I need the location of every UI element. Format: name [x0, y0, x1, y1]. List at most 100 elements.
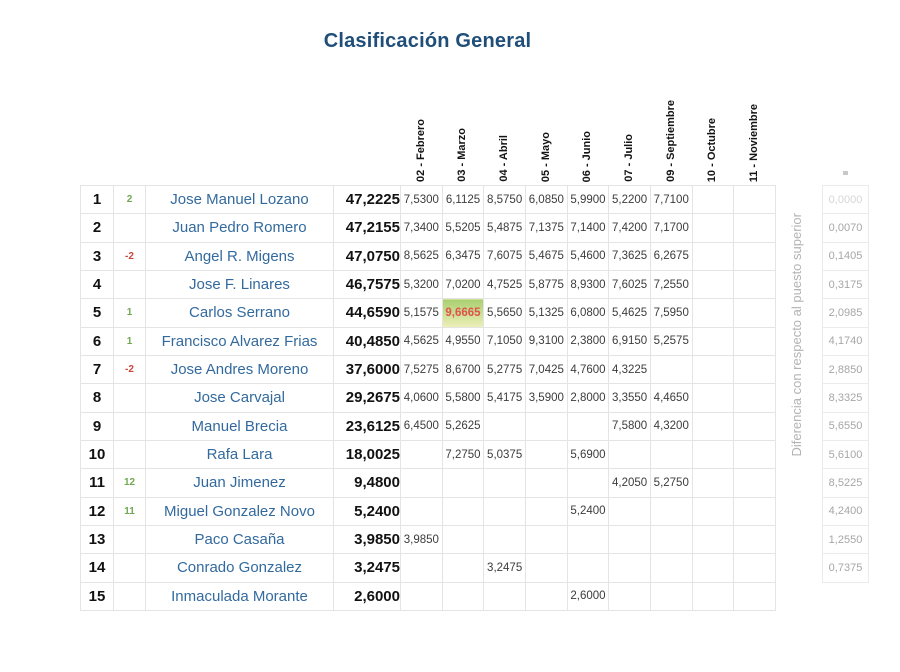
score-cell	[733, 269, 776, 300]
score-cell	[649, 524, 693, 555]
score-cell	[733, 581, 776, 611]
table-row: 11 12 Juan Jimenez 9,4800 4,2050 5,2750	[80, 468, 776, 498]
rank-change-cell	[113, 439, 146, 470]
player-name-link[interactable]: Jose F. Linares	[145, 269, 334, 300]
diff-value-cell: 8,5225	[822, 469, 869, 498]
rank-cell: 11	[80, 468, 114, 498]
rank-change-cell: 1	[113, 298, 146, 328]
score-cell: 5,2575	[649, 326, 693, 356]
month-header-label: 04 - Abril	[498, 135, 511, 182]
diff-value-cell: 0,0000	[822, 186, 869, 215]
total-score-cell: 40,4850	[333, 326, 401, 356]
player-name-link[interactable]: Carlos Serrano	[145, 298, 334, 328]
score-cell	[733, 326, 776, 356]
total-score-cell: 5,2400	[333, 496, 401, 526]
score-cell	[483, 524, 526, 555]
table-row: 5 1 Carlos Serrano 44,6590 5,1575 9,6665 5,565…	[80, 298, 776, 328]
score-cell: 5,1325	[524, 298, 568, 328]
score-cell: 5,2400	[566, 496, 610, 526]
score-cell: 7,0200	[441, 269, 485, 300]
score-cell: 6,1125	[441, 184, 485, 215]
total-score-cell: 29,2675	[333, 383, 401, 413]
score-cell	[733, 354, 776, 385]
month-header-label: 02 - Febrero	[414, 119, 427, 182]
player-name-link[interactable]: Manuel Brecia	[145, 411, 334, 441]
score-cell	[400, 468, 443, 498]
score-cell	[483, 496, 526, 526]
score-cell: 9,3100	[524, 326, 568, 356]
diff-value-cell: 0,7375	[822, 554, 869, 583]
score-cell	[524, 553, 568, 583]
score-cell: 6,4500	[400, 411, 443, 441]
rank-cell: 15	[80, 581, 114, 611]
rank-change-cell: 2	[113, 184, 146, 215]
player-name-link[interactable]: Angel R. Migens	[145, 241, 334, 271]
player-name-link[interactable]: Juan Jimenez	[145, 468, 334, 498]
month-headers: 02 - Febrero 03 - Marzo 04 - Abril 05 - May…	[400, 52, 775, 182]
score-cell: 7,2550	[649, 269, 693, 300]
player-name-link[interactable]: Rafa Lara	[145, 439, 334, 470]
score-cell: 7,5950	[649, 298, 693, 328]
rank-change-cell	[113, 411, 146, 441]
score-cell: 5,2750	[649, 468, 693, 498]
player-name-link[interactable]: Juan Pedro Romero	[145, 213, 334, 243]
rank-change-cell	[113, 581, 146, 611]
score-cell: 7,1050	[483, 326, 526, 356]
score-cell	[691, 496, 735, 526]
player-name-link[interactable]: Francisco Alvarez Frias	[145, 326, 334, 356]
rank-cell: 7	[80, 354, 114, 385]
rank-cell: 4	[80, 269, 114, 300]
score-cell: 4,0600	[400, 383, 443, 413]
score-cell	[649, 354, 693, 385]
diff-axis-label: Diferencia con respecto al puesto superi…	[786, 185, 806, 485]
diff-value-cell: 5,6100	[822, 440, 869, 470]
score-cell: 4,4650	[649, 383, 693, 413]
month-header: 10 - Octubre	[692, 52, 734, 182]
score-cell: 7,5300	[400, 184, 443, 215]
rank-change-cell: 1	[113, 326, 146, 356]
score-cell	[400, 439, 443, 470]
score-cell	[441, 581, 485, 611]
player-name-link[interactable]: Jose Manuel Lozano	[145, 184, 334, 215]
page-title: Clasificación General	[323, 30, 532, 52]
score-cell: 5,2200	[608, 184, 651, 215]
table-row: 10 Rafa Lara 18,0025 7,2750 5,0375 5,6900	[80, 439, 776, 470]
score-cell: 8,9300	[566, 269, 610, 300]
rank-cell: 5	[80, 298, 114, 328]
score-cell: 7,5800	[608, 411, 651, 441]
player-name-link[interactable]: Inmaculada Morante	[145, 581, 334, 611]
table-row: 8 Jose Carvajal 29,2675 4,0600 5,5800 5,4175 3…	[80, 383, 776, 413]
player-name-link[interactable]: Jose Carvajal	[145, 383, 334, 413]
total-score-cell: 9,4800	[333, 468, 401, 498]
score-cell: 5,5800	[441, 383, 485, 413]
rank-change-cell: 11	[113, 496, 146, 526]
diff-value-cell: 2,0985	[822, 299, 869, 328]
rank-change-cell: 12	[113, 468, 146, 498]
score-cell: 4,9550	[441, 326, 485, 356]
table-row: 4 Jose F. Linares 46,7575 5,3200 7,0200 4,752…	[80, 269, 776, 300]
score-cell: 8,6700	[441, 354, 485, 385]
player-name-link[interactable]: Miguel Gonzalez Novo	[145, 496, 334, 526]
table-row: 13 Paco Casaña 3,9850 3,9850	[80, 524, 776, 555]
player-name-link[interactable]: Conrado Gonzalez	[145, 553, 334, 583]
score-cell: 6,9150	[608, 326, 651, 356]
rank-change-cell	[113, 213, 146, 243]
score-cell	[691, 411, 735, 441]
player-name-link[interactable]: Jose Andres Moreno	[145, 354, 334, 385]
player-name-link[interactable]: Paco Casaña	[145, 524, 334, 555]
score-cell: 5,4675	[524, 241, 568, 271]
month-header-label: 09 - Septiembre	[664, 100, 677, 182]
diff-value-cell: 1,2550	[822, 525, 869, 555]
score-cell	[691, 326, 735, 356]
score-cell	[400, 553, 443, 583]
score-cell: 7,7100	[649, 184, 693, 215]
diff-value-cell: 0,0070	[822, 214, 869, 243]
score-cell	[608, 496, 651, 526]
score-cell: 5,6900	[566, 439, 610, 470]
score-cell	[691, 241, 735, 271]
score-cell	[733, 411, 776, 441]
score-cell: 5,4625	[608, 298, 651, 328]
score-cell: 7,1400	[566, 213, 610, 243]
score-cell	[400, 581, 443, 611]
